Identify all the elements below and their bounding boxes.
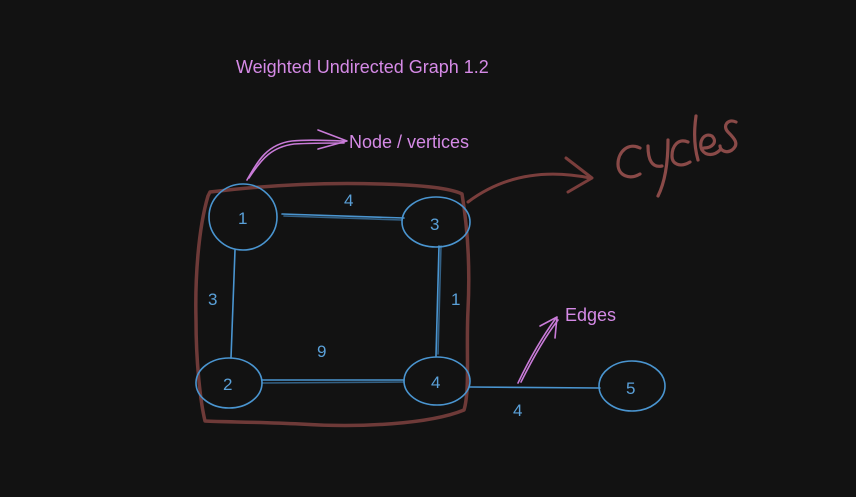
node-label-2: 2 xyxy=(223,375,232,394)
graph-node-3: 3 xyxy=(401,196,471,248)
graph-edges: 4 3 1 9 4 xyxy=(208,191,601,420)
graph-edge-3-4: 1 xyxy=(435,245,460,357)
graph-node-1: 1 xyxy=(208,183,278,251)
graph-edge-1-2: 3 xyxy=(208,249,236,359)
node-label-5: 5 xyxy=(626,379,635,398)
graph-nodes: 1 3 2 4 5 xyxy=(195,183,666,412)
edges-pointer-arrow xyxy=(517,316,559,384)
edge-weight-1-3: 4 xyxy=(344,191,353,210)
edge-weight-3-4: 1 xyxy=(451,290,460,309)
graph-edge-4-5: 4 xyxy=(469,386,601,420)
diagram-title: Weighted Undirected Graph 1.2 xyxy=(236,57,489,77)
graph-edge-2-4: 9 xyxy=(261,342,405,384)
edge-weight-2-4: 9 xyxy=(317,342,326,361)
edges-annotation: Edges xyxy=(565,305,616,325)
node-label-1: 1 xyxy=(238,209,247,228)
nodes-pointer-arrow xyxy=(246,129,348,181)
graph-edge-1-3: 4 xyxy=(281,191,405,221)
cycle-highlight-box xyxy=(194,181,471,428)
node-label-4: 4 xyxy=(431,373,440,392)
edge-weight-4-5: 4 xyxy=(513,401,522,420)
cycles-pointer-arrow xyxy=(466,156,594,204)
cycles-annotation: cycles xyxy=(616,114,738,198)
edge-weight-1-2: 3 xyxy=(208,290,217,309)
graph-node-2: 2 xyxy=(195,357,263,409)
nodes-annotation: Node / vertices xyxy=(349,132,469,152)
graph-node-4: 4 xyxy=(403,356,471,406)
node-label-3: 3 xyxy=(430,215,439,234)
graph-node-5: 5 xyxy=(598,360,666,412)
